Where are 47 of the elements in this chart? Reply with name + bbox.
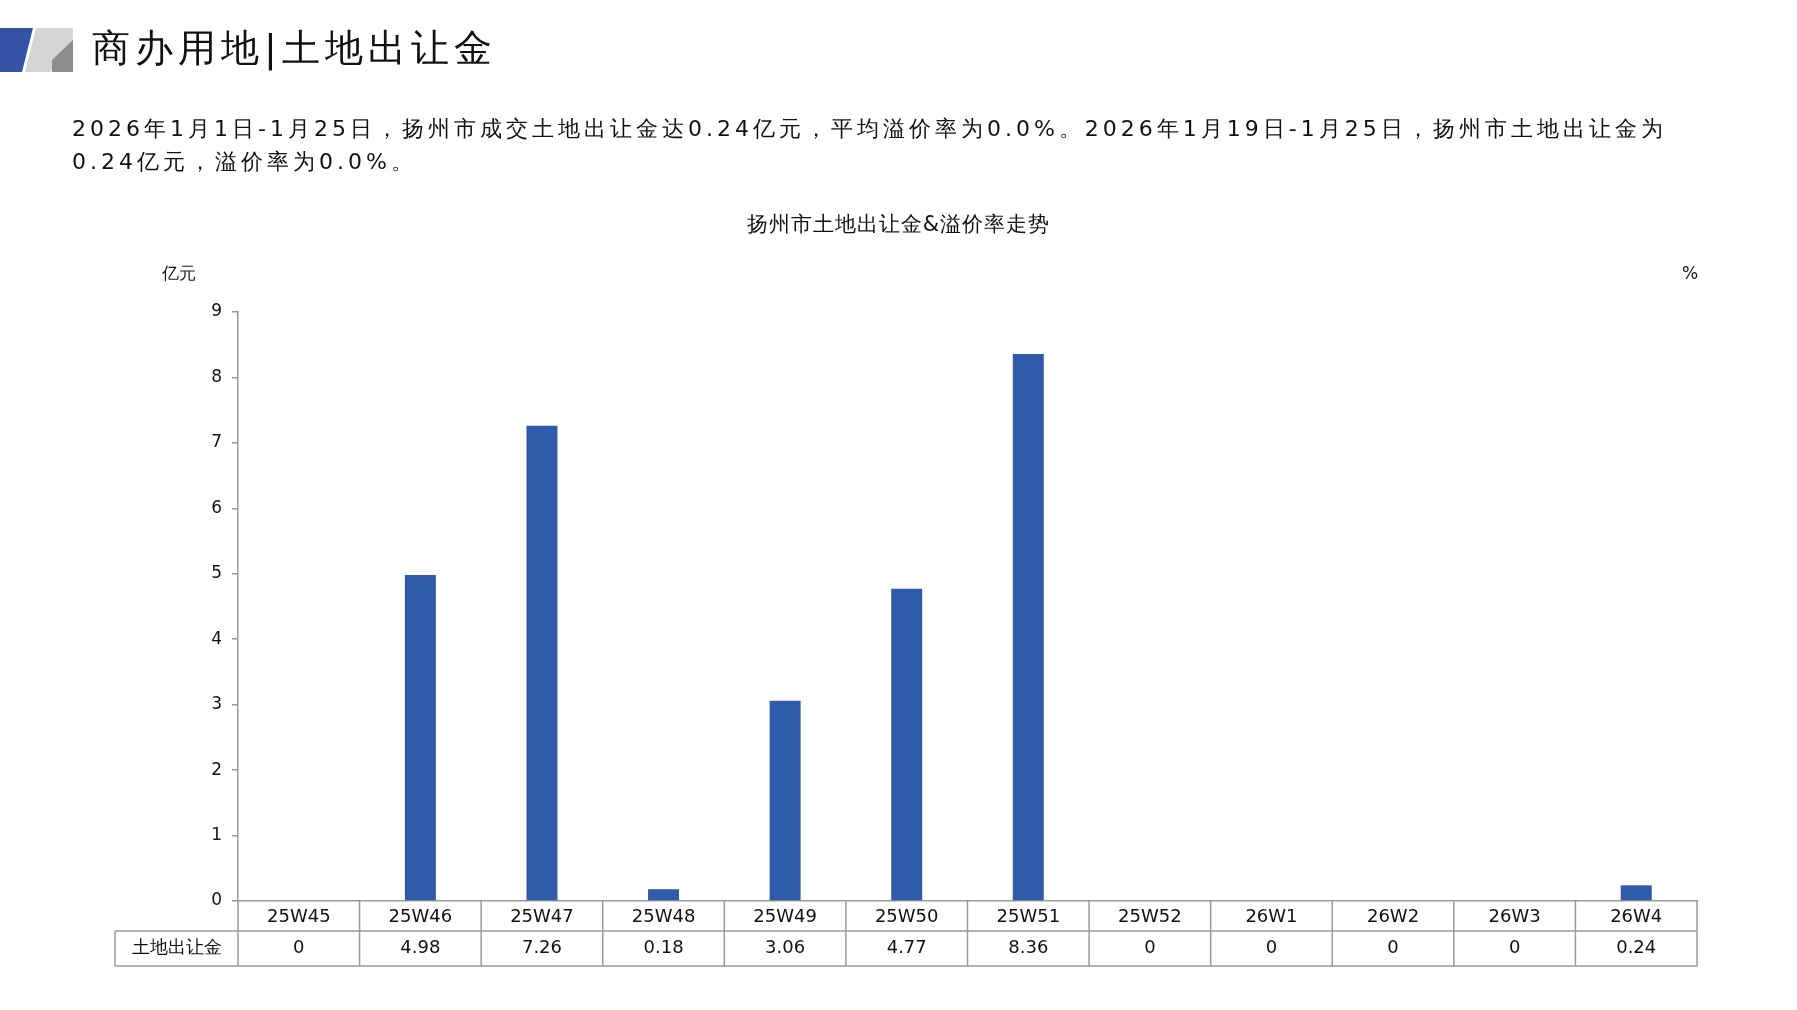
text: 土地出让金 <box>131 936 222 958</box>
data-label: 0 <box>1144 936 1156 958</box>
y-tick-label: 5 <box>211 562 222 583</box>
y2-axis-title: % <box>1682 262 1699 284</box>
y-tick-label: 1 <box>211 823 222 844</box>
x-tick-label: 25W49 <box>753 905 817 927</box>
bar <box>1620 885 1652 901</box>
chart-title: 扬州市土地出让金&溢价率走势 <box>745 211 1052 238</box>
x-tick-label: 26W1 <box>1245 905 1298 927</box>
x-tick-label: 25W50 <box>874 905 939 927</box>
data-label: 0 <box>1508 936 1521 958</box>
x-tick-label: 26W2 <box>1366 905 1420 927</box>
data-label: 0.24 <box>1616 936 1657 958</box>
x-tick-label: 25W46 <box>388 905 453 927</box>
y-tick-label: 4 <box>211 627 222 648</box>
bar <box>769 700 801 901</box>
x-tick-label: 25W52 <box>1118 905 1182 927</box>
y-tick-label: 3 <box>211 693 222 714</box>
y-tick-label: 6 <box>211 496 222 517</box>
data-label: 4.98 <box>400 936 441 958</box>
bar <box>891 588 923 901</box>
data-label: 0 <box>1387 936 1399 958</box>
x-tick-label: 25W48 <box>631 905 696 927</box>
y-tick-label: 7 <box>211 431 222 452</box>
y-tick-label: 8 <box>211 365 222 386</box>
y-tick-label: 0 <box>211 889 222 910</box>
data-label: 0 <box>293 936 305 958</box>
bar <box>526 425 558 901</box>
data-label: 0 <box>1265 936 1278 958</box>
data-label: 3.06 <box>765 936 806 958</box>
bar <box>1012 353 1044 901</box>
x-tick-label: 26W4 <box>1610 905 1663 927</box>
text: 商办用地|土地出让金 <box>92 25 497 72</box>
data-label: 0.18 <box>643 936 684 958</box>
y-tick-label: 2 <box>211 758 222 779</box>
x-tick-label: 25W51 <box>996 905 1061 927</box>
data-label: 8.36 <box>1008 936 1049 958</box>
bar <box>648 889 680 901</box>
x-tick-label: 25W47 <box>510 905 574 927</box>
x-tick-label: 25W45 <box>266 905 331 927</box>
x-tick-label: 26W3 <box>1488 905 1541 927</box>
text: 2026年1月1日-1月25日，扬州市成交土地出让金达0.24亿元，平均溢价率为0.0%。2026年1月19日-1月25日，扬州市土地出让金为0.24亿元，溢价率为0.0%。 <box>72 115 1668 176</box>
y-tick-label: 9 <box>211 300 222 321</box>
bar <box>404 575 436 901</box>
data-label: 4.77 <box>886 936 927 958</box>
y-axis-title: 亿元 <box>162 262 196 284</box>
data-label: 7.26 <box>521 936 562 958</box>
